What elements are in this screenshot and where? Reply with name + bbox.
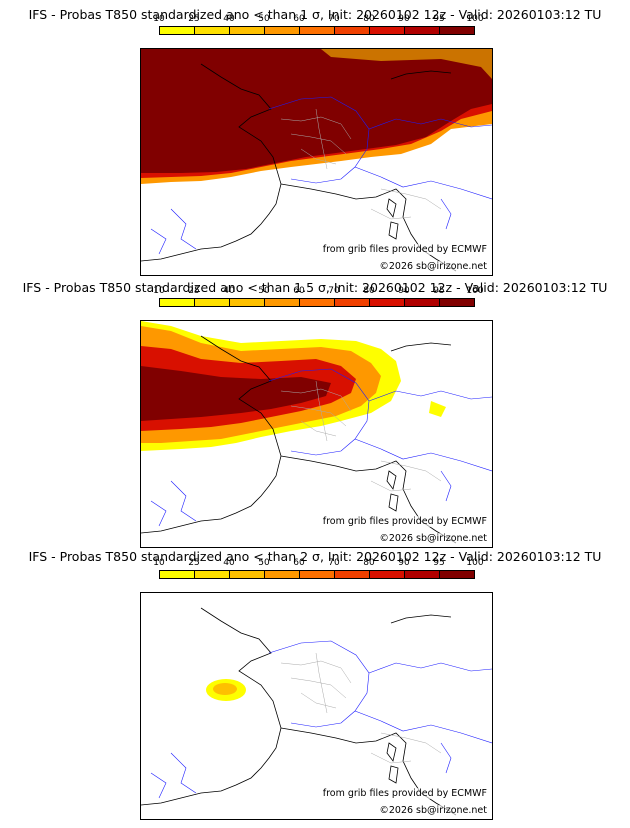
data-source-credit: from grib files provided by ECMWF <box>322 788 487 799</box>
colorbar-swatch <box>300 299 335 306</box>
colorbar-tick: 70 <box>328 558 340 568</box>
admin-regions <box>280 652 442 764</box>
colorbar-legend: 10 25 40 50 60 70 80 90 95 100 <box>153 558 484 581</box>
colorbar-tick: 25 <box>188 286 200 296</box>
colorbar-tick: 70 <box>328 286 340 296</box>
colorbar-tick: 40 <box>223 286 235 296</box>
colorbar-swatch <box>335 299 370 306</box>
colorbar-tick: 10 <box>153 286 165 296</box>
map-frame: from grib files provided by ECMWF ©2026 … <box>140 48 493 276</box>
copyright-credit: ©2026 sb@irizone.net <box>379 805 487 816</box>
colorbar-tick: 95 <box>433 286 445 296</box>
colorbar-swatch <box>405 571 440 578</box>
colorbar-tick: 100 <box>466 558 484 568</box>
colorbar-tick: 90 <box>398 14 410 24</box>
borders <box>150 640 492 799</box>
probability-field <box>141 321 446 451</box>
colorbar-tick: 70 <box>328 14 340 24</box>
colorbar-swatch <box>335 571 370 578</box>
admin-regions <box>280 108 442 220</box>
map-frame: from grib files provided by ECMWF ©2026 … <box>140 592 493 820</box>
colorbar-ticks: 10 25 40 50 60 70 80 90 95 100 <box>153 558 483 569</box>
colorbar-swatch <box>440 571 474 578</box>
colorbar-swatch <box>195 299 230 306</box>
colorbar-swatch <box>195 27 230 34</box>
borders <box>150 96 492 255</box>
colorbar-swatch <box>230 27 265 34</box>
colorbar-tick: 95 <box>433 14 445 24</box>
probability-map <box>141 321 492 544</box>
map-panel-3: IFS - Probas T850 standardized ano < tha… <box>0 544 630 820</box>
colorbar-tick: 90 <box>398 558 410 568</box>
colorbar-swatch <box>440 299 474 306</box>
colorbar-swatch <box>405 299 440 306</box>
colorbar-tick: 80 <box>363 14 375 24</box>
colorbar-swatch <box>300 27 335 34</box>
coastlines <box>141 335 457 544</box>
colorbar-swatch <box>405 27 440 34</box>
colorbar-swatch <box>160 27 195 34</box>
colorbar-tick: 95 <box>433 558 445 568</box>
coastlines <box>141 607 457 816</box>
probability-map <box>141 49 492 272</box>
map-panel-2: IFS - Probas T850 standardized ano < tha… <box>0 272 630 548</box>
panel-title: IFS - Probas T850 standardized ano < tha… <box>28 549 602 564</box>
colorbar-swatches <box>159 298 475 307</box>
colorbar-swatch <box>265 27 300 34</box>
panel-title: IFS - Probas T850 standardized ano < tha… <box>22 280 608 295</box>
colorbar-tick: 80 <box>363 558 375 568</box>
probability-map <box>141 607 492 816</box>
colorbar-swatch <box>265 299 300 306</box>
probability-field <box>141 49 492 184</box>
colorbar-swatch <box>300 571 335 578</box>
colorbar-swatches <box>159 570 475 579</box>
borders <box>150 368 492 527</box>
map-frame: from grib files provided by ECMWF ©2026 … <box>140 320 493 548</box>
colorbar-swatch <box>160 299 195 306</box>
colorbar-tick: 50 <box>258 14 270 24</box>
probability-field <box>206 679 246 701</box>
colorbar-swatch <box>370 27 405 34</box>
colorbar-swatch <box>160 571 195 578</box>
panel-title: IFS - Probas T850 standardized ano < tha… <box>28 7 602 22</box>
colorbar-tick: 10 <box>153 558 165 568</box>
colorbar-tick: 100 <box>466 286 484 296</box>
colorbar-swatch <box>370 299 405 306</box>
colorbar-tick: 25 <box>188 14 200 24</box>
colorbar-ticks: 10 25 40 50 60 70 80 90 95 100 <box>153 14 483 25</box>
colorbar-swatch <box>230 571 265 578</box>
colorbar-tick: 50 <box>258 286 270 296</box>
colorbar-swatch <box>370 571 405 578</box>
colorbar-tick: 60 <box>293 558 305 568</box>
colorbar-ticks: 10 25 40 50 60 70 80 90 95 100 <box>153 286 483 297</box>
colorbar-tick: 40 <box>223 558 235 568</box>
colorbar-tick: 50 <box>258 558 270 568</box>
admin-regions <box>280 380 442 492</box>
colorbar-swatch <box>230 299 265 306</box>
colorbar-legend: 10 25 40 50 60 70 80 90 95 100 <box>153 14 484 37</box>
colorbar-tick: 100 <box>466 14 484 24</box>
colorbar-tick: 60 <box>293 286 305 296</box>
colorbar-tick: 90 <box>398 286 410 296</box>
colorbar-legend: 10 25 40 50 60 70 80 90 95 100 <box>153 286 484 309</box>
data-source-credit: from grib files provided by ECMWF <box>322 244 487 255</box>
colorbar-tick: 40 <box>223 14 235 24</box>
colorbar-tick: 60 <box>293 14 305 24</box>
data-source-credit: from grib files provided by ECMWF <box>322 516 487 527</box>
copyright-credit: ©2026 sb@irizone.net <box>379 261 487 272</box>
colorbar-swatch <box>195 571 230 578</box>
colorbar-swatch <box>440 27 474 34</box>
colorbar-tick: 10 <box>153 14 165 24</box>
copyright-credit: ©2026 sb@irizone.net <box>379 533 487 544</box>
colorbar-swatch <box>265 571 300 578</box>
colorbar-tick: 25 <box>188 558 200 568</box>
colorbar-swatch <box>335 27 370 34</box>
colorbar-tick: 80 <box>363 286 375 296</box>
map-panel-1: IFS - Probas T850 standardized ano < tha… <box>0 0 630 276</box>
colorbar-swatches <box>159 26 475 35</box>
